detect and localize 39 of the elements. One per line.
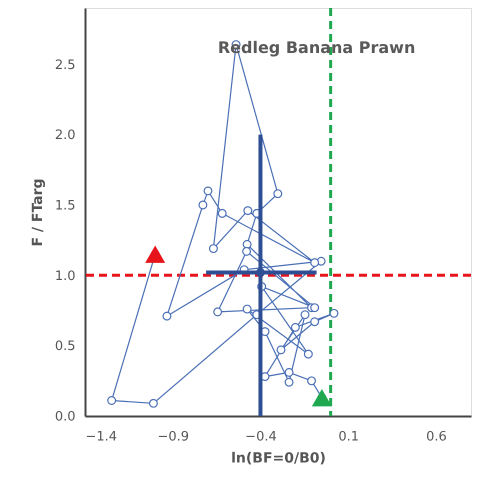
- point: [307, 376, 316, 386]
- x-tick-label: −0.4: [245, 430, 277, 444]
- point: [148, 398, 158, 408]
- point: [273, 189, 282, 198]
- point: [284, 378, 294, 387]
- point: [145, 246, 166, 263]
- point: [312, 389, 332, 406]
- x-tick-label: 0.1: [338, 430, 360, 444]
- point: [107, 396, 116, 405]
- x-tick-label: 0.6: [426, 430, 447, 444]
- point: [218, 208, 227, 218]
- y-tick-label: 2.5: [54, 58, 76, 73]
- point: [276, 345, 286, 354]
- point: [242, 246, 252, 256]
- point: [329, 308, 338, 318]
- point: [290, 322, 300, 332]
- point: [300, 310, 310, 320]
- point: [310, 317, 320, 326]
- y-tick-label: 2.0: [54, 128, 76, 144]
- y-tick-label: 1.0: [54, 268, 76, 284]
- point: [243, 206, 252, 216]
- point: [284, 368, 294, 377]
- point: [198, 200, 208, 210]
- x-axis-title: ln(BF=0/B0): [231, 450, 326, 466]
- x-tick-label: −0.9: [157, 430, 190, 444]
- point: [310, 303, 320, 312]
- point: [256, 268, 265, 277]
- point: [213, 307, 222, 316]
- x-tick-label: −1.4: [86, 430, 118, 444]
- y-axis-title: F / FTarg: [30, 178, 46, 247]
- point: [242, 304, 252, 314]
- y-tick-label: 0.5: [54, 339, 76, 354]
- y-tick-label: 1.5: [54, 198, 76, 214]
- point: [310, 258, 320, 268]
- point: [304, 350, 313, 359]
- y-tick-label: 0.0: [54, 410, 76, 424]
- point: [208, 244, 218, 254]
- point: [162, 312, 172, 321]
- point: [204, 186, 212, 196]
